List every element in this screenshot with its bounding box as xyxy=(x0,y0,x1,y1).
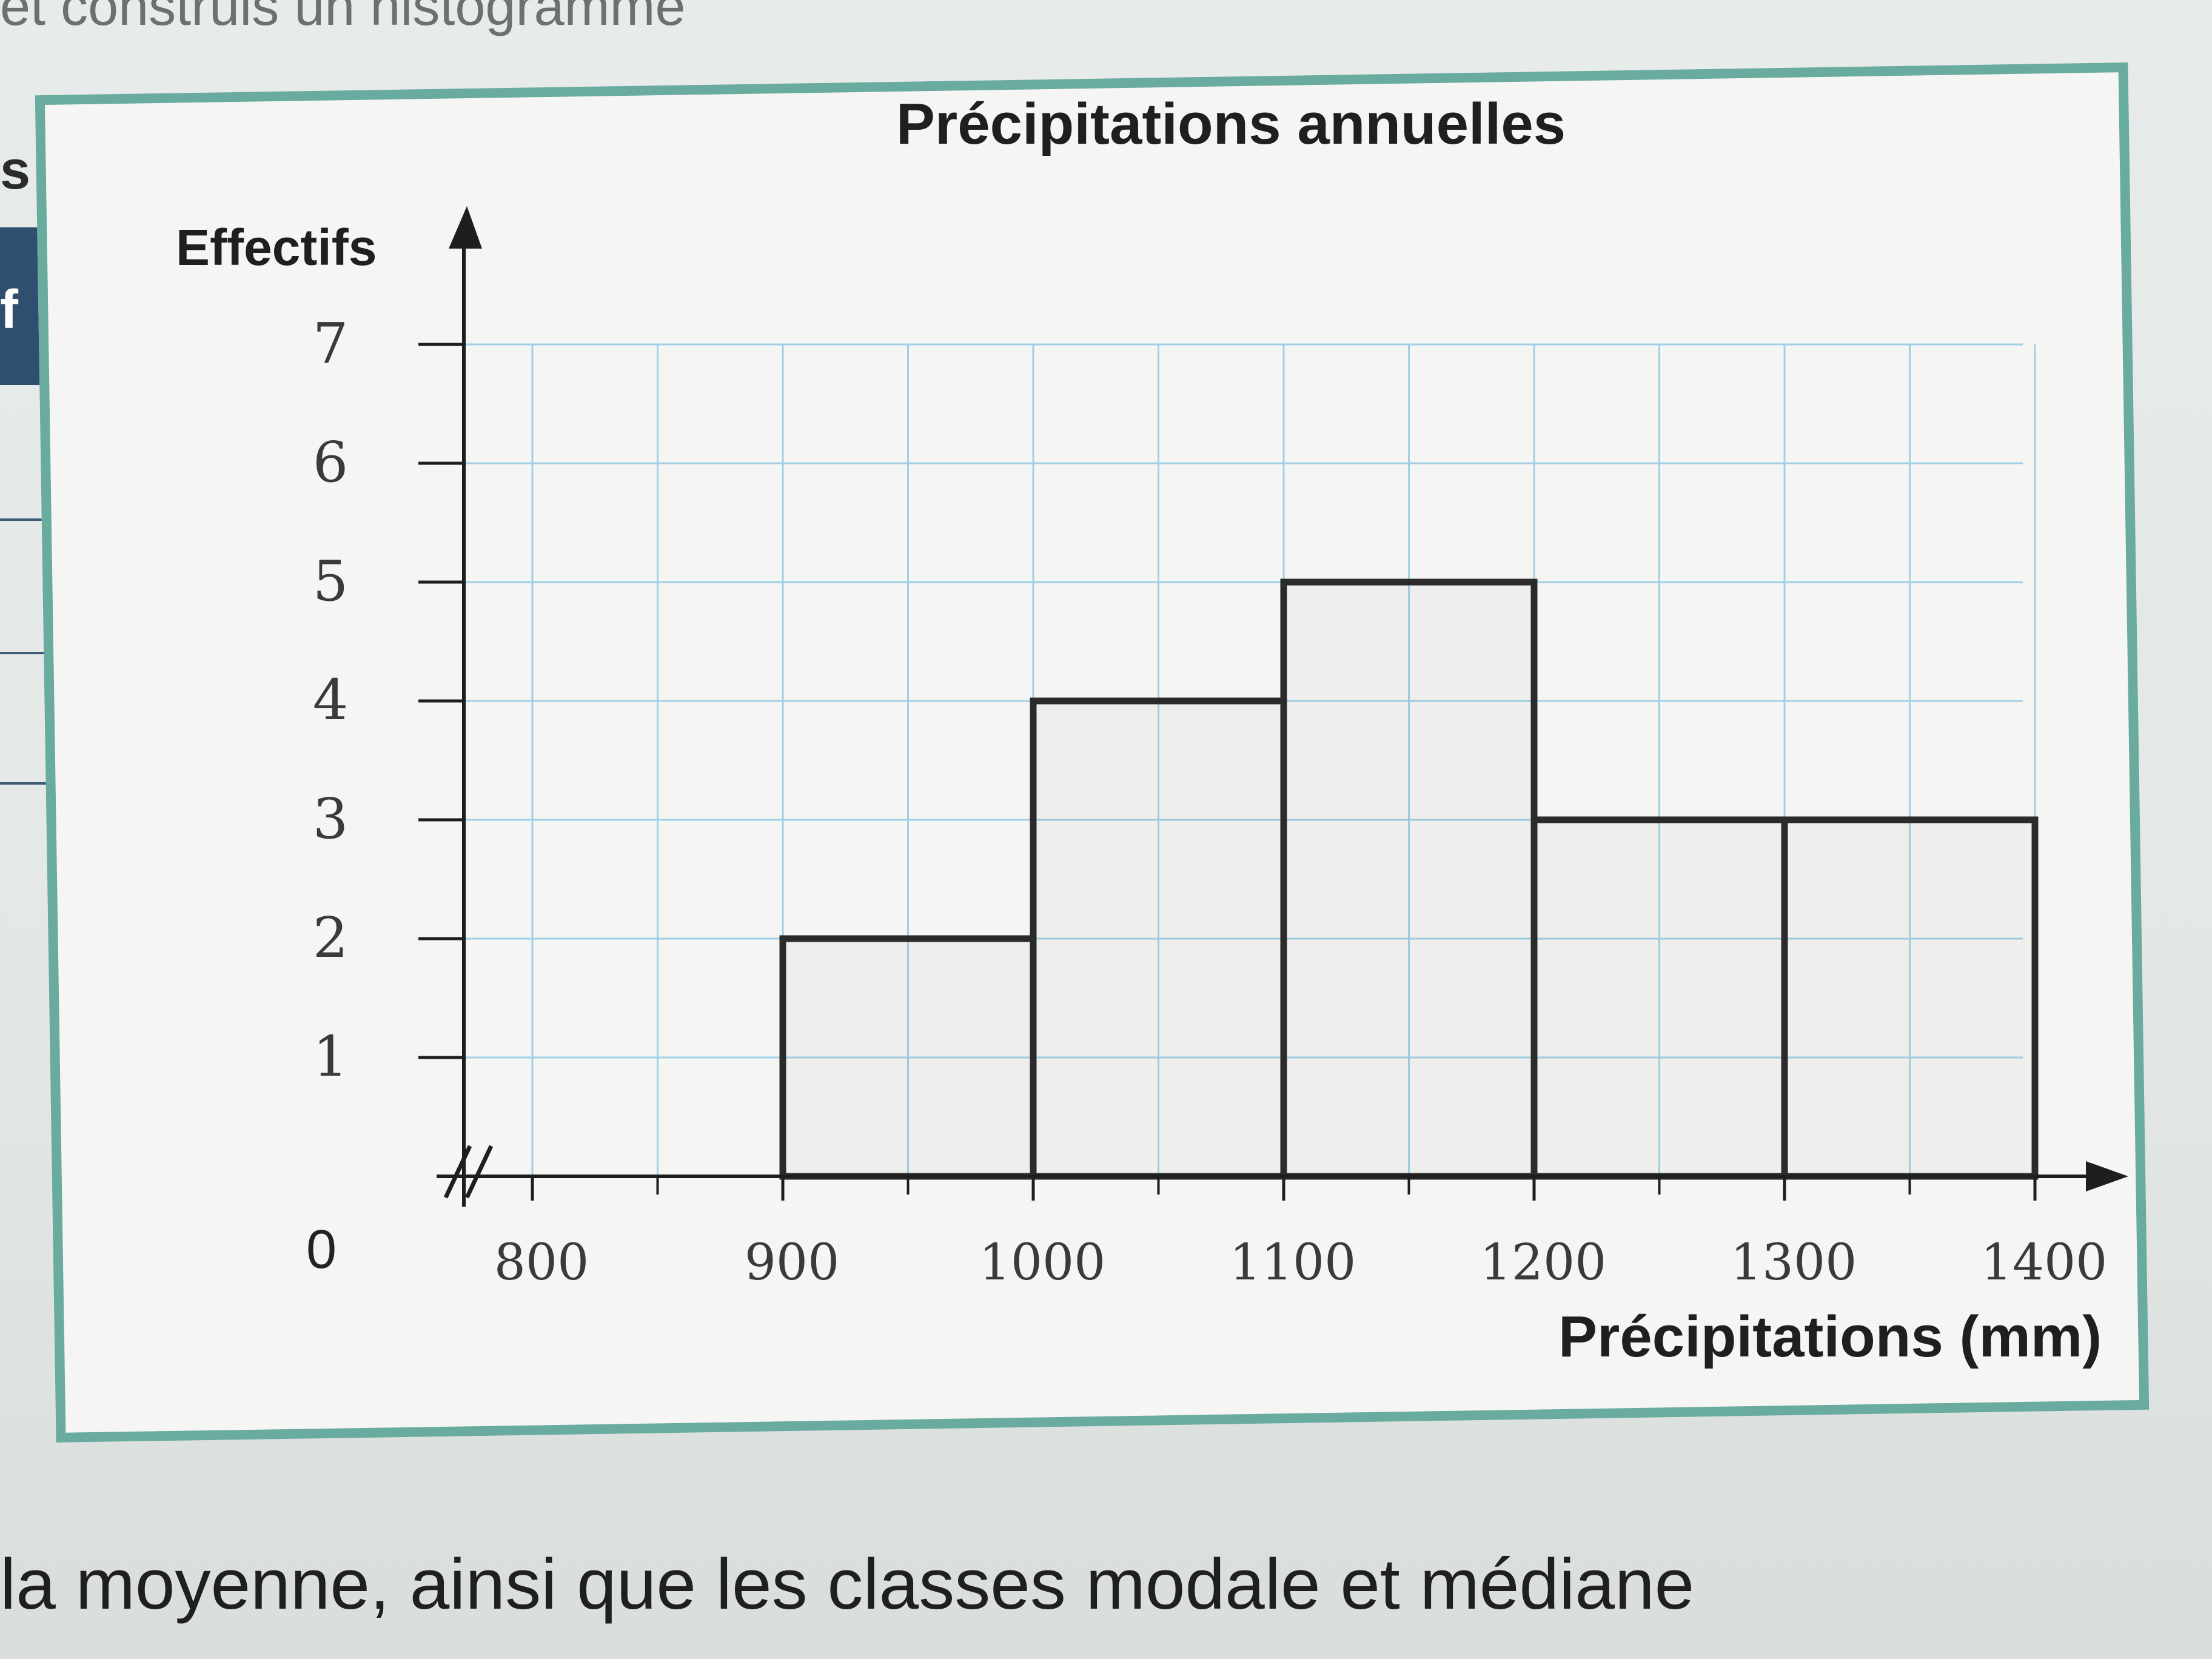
y-axis-arrow xyxy=(449,206,482,249)
histogram-bar xyxy=(779,935,1037,1180)
chart-title: Précipitations annuelles xyxy=(896,92,1566,156)
axis-break-mark xyxy=(443,1145,494,1199)
x-axis-title: Précipitations (mm) xyxy=(1558,1304,2102,1369)
y-tick-label: 5 xyxy=(313,549,349,614)
y-tick-label: 2 xyxy=(313,905,349,970)
x-tick-label: 800 xyxy=(494,1234,589,1292)
y-tick-label: 1 xyxy=(313,1024,349,1089)
histogram-bar xyxy=(1530,816,1788,1180)
histogram-bar xyxy=(1781,816,2039,1180)
y-ticks: 1 2 3 4 5 6 7 xyxy=(313,311,464,1089)
left-table-line xyxy=(0,652,49,654)
left-table-line xyxy=(0,782,49,785)
y-tick-label: 4 xyxy=(313,668,349,732)
chart-axes xyxy=(437,206,2128,1207)
histogram-bar xyxy=(1280,578,1538,1180)
x-tick-label: 1000 xyxy=(979,1234,1106,1292)
chart-bars xyxy=(779,578,2039,1180)
left-table-line xyxy=(0,518,49,521)
y-tick-label: 3 xyxy=(313,786,349,851)
x-tick-label: 900 xyxy=(745,1234,840,1292)
y-tick-label: 6 xyxy=(313,430,349,495)
x-tick-label: 1400 xyxy=(1981,1234,2108,1292)
x-tick-label: 1100 xyxy=(1230,1234,1356,1292)
x-tick-label: 1300 xyxy=(1731,1234,1857,1292)
left-table-header-letter: f xyxy=(0,280,18,340)
x-ticks: 800 900 1000 1100 1200 1300 1400 xyxy=(494,1176,2108,1292)
y-tick-label: 7 xyxy=(313,311,349,376)
histogram-bar xyxy=(1030,697,1287,1180)
x-axis-arrow xyxy=(2086,1161,2128,1191)
page-bottom-text: la moyenne, ainsi que les classes modale… xyxy=(0,1544,1695,1624)
page-left-letter: s xyxy=(0,140,31,201)
x-tick-label: 1200 xyxy=(1480,1234,1607,1292)
y-axis-title: Effectifs xyxy=(176,219,377,276)
origin-label: 0 xyxy=(306,1219,337,1280)
